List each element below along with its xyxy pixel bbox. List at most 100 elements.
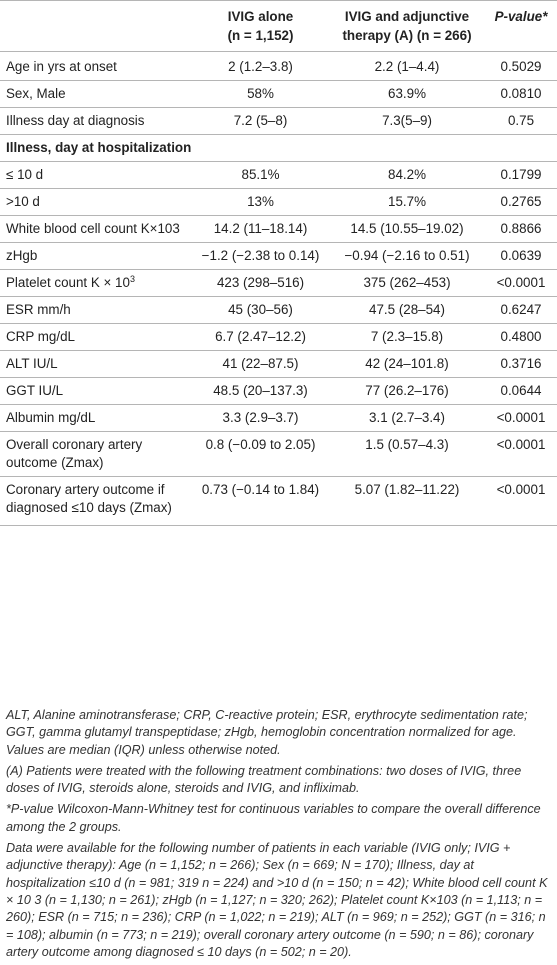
row-label: Age in yrs at onset: [0, 51, 192, 81]
table-row: Age in yrs at onset 2 (1.2–3.8) 2.2 (1–4.4…: [0, 51, 557, 81]
table-row: ALT IU/L 41 (22–87.5) 42 (24–101.8) 0.3716: [0, 350, 557, 378]
row-label: Sex, Male: [0, 80, 192, 108]
p-value: 0.2765: [485, 188, 557, 216]
p-value: <0.0001: [485, 431, 557, 477]
row-label-text: GGT IU/L: [6, 383, 64, 398]
row-label-superscript: 3: [129, 274, 135, 284]
row-label-text: ALT IU/L: [6, 356, 58, 371]
row-label-text: zHgb: [6, 248, 38, 263]
adjunctive-value: 47.5 (28–54): [329, 296, 485, 324]
row-label-text: Illness day at diagnosis: [6, 113, 145, 128]
p-value: 0.75: [485, 107, 557, 135]
table-row: ≤ 10 d 85.1% 84.2% 0.1799: [0, 161, 557, 189]
table-footnotes: ALT, Alanine aminotransferase; CRP, C-re…: [6, 707, 554, 965]
p-value: <0.0001: [485, 269, 557, 297]
ivig-alone-value: 13%: [192, 188, 329, 216]
table-row: Coronary artery outcome if diagnosed ≤10…: [0, 476, 557, 526]
ivig-alone-value: 41 (22–87.5): [192, 350, 329, 378]
p-value: 0.0639: [485, 242, 557, 270]
ivig-alone-value: 14.2 (11–18.14): [192, 215, 329, 243]
ivig-alone-value: 85.1%: [192, 161, 329, 189]
p-value: 0.5029: [485, 51, 557, 81]
row-label-text: ≤ 10 d: [6, 167, 44, 182]
table-row: Illness day at diagnosis 7.2 (5–8) 7.3(5–9…: [0, 107, 557, 135]
p-value: 0.0810: [485, 80, 557, 108]
section-heading: Illness, day at hospitalization: [0, 134, 557, 162]
ivig-alone-value: 7.2 (5–8): [192, 107, 329, 135]
p-value: <0.0001: [485, 476, 557, 526]
adjunctive-value: 5.07 (1.82–11.22): [329, 476, 485, 526]
ivig-alone-value: 48.5 (20–137.3): [192, 377, 329, 405]
adjunctive-value: −0.94 (−2.16 to 0.51): [329, 242, 485, 270]
ivig-alone-value: 2 (1.2–3.8): [192, 51, 329, 81]
data-table: IVIG alone (n = 1,152) IVIG and adjuncti…: [0, 0, 557, 526]
header-pvalue: P-value*: [485, 1, 557, 52]
row-label-text: Coronary artery outcome if diagnosed ≤10…: [6, 482, 172, 515]
row-label: zHgb: [0, 242, 192, 270]
header-ivig-alone-line2: (n = 1,152): [227, 28, 294, 43]
table-row: zHgb −1.2 (−2.38 to 0.14) −0.94 (−2.16 to …: [0, 242, 557, 270]
adjunctive-value: 7 (2.3–15.8): [329, 323, 485, 351]
table-header: IVIG alone (n = 1,152) IVIG and adjuncti…: [0, 0, 557, 52]
p-value: 0.1799: [485, 161, 557, 189]
adjunctive-value: 2.2 (1–4.4): [329, 51, 485, 81]
p-value: 0.0644: [485, 377, 557, 405]
table-row: Albumin mg/dL 3.3 (2.9–3.7) 3.1 (2.7–3.4) <…: [0, 404, 557, 432]
adjunctive-value: 84.2%: [329, 161, 485, 189]
adjunctive-value: 42 (24–101.8): [329, 350, 485, 378]
row-label: Coronary artery outcome if diagnosed ≤10…: [0, 476, 192, 526]
header-ivig-adjunctive: IVIG and adjunctive therapy (A) (n = 266…: [329, 1, 485, 52]
adjunctive-value: 14.5 (10.55–19.02): [329, 215, 485, 243]
row-label: Overall coronary artery outcome (Zmax): [0, 431, 192, 477]
table-row: Platelet count K × 103 423 (298–516) 375 (…: [0, 269, 557, 297]
table-section-row: Illness, day at hospitalization: [0, 134, 557, 162]
header-ivig-adjunctive-line1: IVIG and adjunctive: [344, 9, 470, 24]
header-pvalue-label: P-value*: [494, 9, 548, 24]
ivig-alone-value: 6.7 (2.47–12.2): [192, 323, 329, 351]
p-value: <0.0001: [485, 404, 557, 432]
ivig-alone-value: −1.2 (−2.38 to 0.14): [192, 242, 329, 270]
row-label: CRP mg/dL: [0, 323, 192, 351]
footnote: ALT, Alanine aminotransferase; CRP, C-re…: [6, 708, 528, 757]
row-label: GGT IU/L: [0, 377, 192, 405]
p-value: 0.3716: [485, 350, 557, 378]
table-row: Overall coronary artery outcome (Zmax) 0.…: [0, 431, 557, 477]
row-label-text: Age in yrs at onset: [6, 59, 117, 74]
ivig-alone-value: 423 (298–516): [192, 269, 329, 297]
ivig-alone-value: 58%: [192, 80, 329, 108]
adjunctive-value: 15.7%: [329, 188, 485, 216]
table-row: GGT IU/L 48.5 (20–137.3) 77 (26.2–176) 0.06…: [0, 377, 557, 405]
p-value: 0.6247: [485, 296, 557, 324]
row-label-text: Albumin mg/dL: [6, 410, 96, 425]
table-row: White blood cell count K×103 14.2 (11–18.…: [0, 215, 557, 243]
adjunctive-value: 1.5 (0.57–4.3): [329, 431, 485, 477]
row-label: >10 d: [0, 188, 192, 216]
row-label: Albumin mg/dL: [0, 404, 192, 432]
header-ivig-alone-line1: IVIG alone: [227, 9, 294, 24]
row-label-text: >10 d: [6, 194, 40, 209]
header-ivig-adjunctive-line2: therapy (A) (n = 266): [342, 28, 472, 43]
ivig-alone-value: 45 (30–56): [192, 296, 329, 324]
p-value: 0.4800: [485, 323, 557, 351]
row-label: ESR mm/h: [0, 296, 192, 324]
row-label: ≤ 10 d: [0, 161, 192, 189]
ivig-alone-value: 0.8 (−0.09 to 2.05): [192, 431, 329, 477]
footnote: *P-value Wilcoxon-Mann-Whitney test for …: [6, 802, 541, 834]
footnote: (A) Patients were treated with the follo…: [6, 763, 522, 796]
adjunctive-value: 63.9%: [329, 80, 485, 108]
table-body: Age in yrs at onset 2 (1.2–3.8) 2.2 (1–4.4…: [0, 51, 557, 526]
header-blank: [0, 1, 192, 52]
row-label-text: Overall coronary artery outcome (Zmax): [6, 437, 143, 470]
adjunctive-value: 3.1 (2.7–3.4): [329, 404, 485, 432]
row-label: ALT IU/L: [0, 350, 192, 378]
adjunctive-value: 77 (26.2–176): [329, 377, 485, 405]
row-label-text: CRP mg/dL: [6, 329, 75, 344]
adjunctive-value: 7.3(5–9): [329, 107, 485, 135]
row-label: Illness day at diagnosis: [0, 107, 192, 135]
adjunctive-value: 375 (262–453): [329, 269, 485, 297]
row-label-text: Sex, Male: [6, 86, 66, 101]
row-label-text: ESR mm/h: [6, 302, 71, 317]
table-row: ESR mm/h 45 (30–56) 47.5 (28–54) 0.6247: [0, 296, 557, 324]
table-row: >10 d 13% 15.7% 0.2765: [0, 188, 557, 216]
